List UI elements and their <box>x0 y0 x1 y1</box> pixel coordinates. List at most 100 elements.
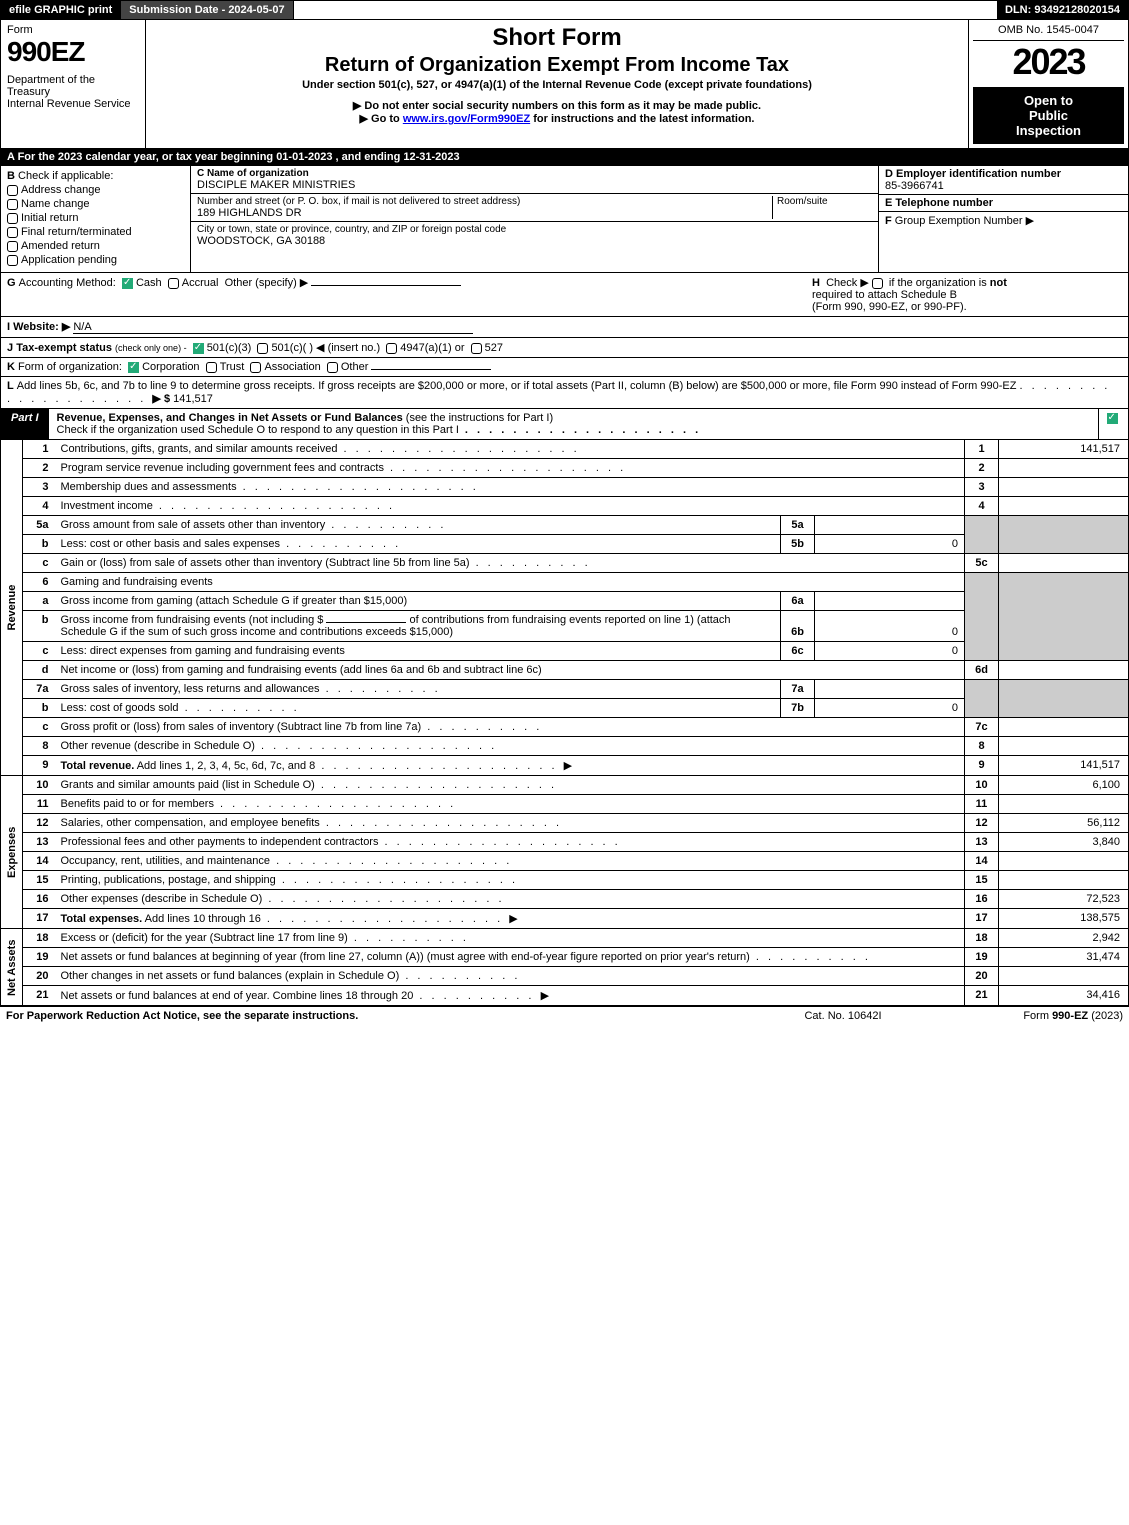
part1-title-text: Revenue, Expenses, and Changes in Net As… <box>57 412 403 424</box>
line-18-no: 18 <box>23 929 57 948</box>
blank-line <box>326 622 406 623</box>
section-l: L Add lines 5b, 6c, and 7b to line 9 to … <box>0 377 1129 409</box>
line-18-val: 2,942 <box>999 929 1129 948</box>
chk-assoc[interactable] <box>250 362 261 373</box>
h-text: if the organization is <box>886 277 990 289</box>
chk-amended-return[interactable]: Amended return <box>7 240 184 252</box>
chk-corp[interactable] <box>128 362 139 373</box>
checkbox-icon <box>7 227 18 238</box>
checkbox-icon <box>7 213 18 224</box>
chk-application-pending[interactable]: Application pending <box>7 254 184 266</box>
line-7b-desc: Less: cost of goods sold <box>61 702 300 714</box>
h-pre: Check ▶ <box>826 277 872 289</box>
line-18-num: 18 <box>965 929 999 948</box>
table-row: 5a Gross amount from sale of assets othe… <box>1 516 1129 535</box>
table-row: 17 Total expenses. Add lines 10 through … <box>1 909 1129 929</box>
line-2-no: 2 <box>23 459 57 478</box>
line-21-no: 21 <box>23 986 57 1006</box>
line-21-val: 34,416 <box>999 986 1129 1006</box>
i-letter: I <box>7 321 10 333</box>
gross-receipts-value: 141,517 <box>173 393 213 405</box>
part1-title: Revenue, Expenses, and Changes in Net As… <box>49 409 1098 439</box>
line-18-desc: Excess or (deficit) for the year (Subtra… <box>61 932 469 944</box>
chk-4947[interactable] <box>386 343 397 354</box>
topbar-spacer <box>294 1 997 19</box>
line-15-no: 15 <box>23 871 57 890</box>
section-g: G Accounting Method: Cash Accrual Other … <box>7 276 812 313</box>
line-10-num: 10 <box>965 776 999 795</box>
street-value: 189 HIGHLANDS DR <box>197 207 772 219</box>
line-15-desc: Printing, publications, postage, and shi… <box>61 874 519 886</box>
line-5c-no: c <box>23 554 57 573</box>
cash-label: Cash <box>136 277 162 289</box>
opt-trust: Trust <box>220 361 245 373</box>
line-7b-subval: 0 <box>815 699 965 718</box>
page-footer: For Paperwork Reduction Act Notice, see … <box>0 1006 1129 1025</box>
line-5c-num: 5c <box>965 554 999 573</box>
chk-cash[interactable] <box>122 278 133 289</box>
line-4-val <box>999 497 1129 516</box>
chk-501c[interactable] <box>257 343 268 354</box>
submission-date: Submission Date - 2024-05-07 <box>121 1 293 19</box>
c-label: C Name of organization <box>197 168 309 179</box>
line-19-desc: Net assets or fund balances at beginning… <box>61 951 871 963</box>
other-specify-line <box>311 285 461 286</box>
line-20-num: 20 <box>965 967 999 986</box>
header-left: Form 990EZ Department of the Treasury In… <box>1 20 146 148</box>
other-label: Other (specify) ▶ <box>225 277 309 289</box>
line-6c-no: c <box>23 642 57 661</box>
section-i: I Website: ▶ N/A <box>0 317 1129 338</box>
chk-501c3[interactable] <box>193 343 204 354</box>
line-6b-no: b <box>23 611 57 642</box>
line-5a-sublabel: 5a <box>781 516 815 535</box>
chk-final-return[interactable]: Final return/terminated <box>7 226 184 238</box>
part1-check[interactable] <box>1098 409 1128 439</box>
l-text: Add lines 5b, 6c, and 7b to line 9 to de… <box>17 380 1017 392</box>
d-label: D Employer identification number <box>885 168 1061 180</box>
part1-header: Part I Revenue, Expenses, and Changes in… <box>0 409 1129 440</box>
irs-link[interactable]: www.irs.gov/Form990EZ <box>403 113 530 125</box>
line-7a-subval <box>815 680 965 699</box>
checkbox-icon <box>7 255 18 266</box>
line-2-num: 2 <box>965 459 999 478</box>
table-row: b Gross income from fundraising events (… <box>1 611 1129 642</box>
chk-other[interactable] <box>327 362 338 373</box>
table-row: 21 Net assets or fund balances at end of… <box>1 986 1129 1006</box>
chk-address-change[interactable]: Address change <box>7 184 184 196</box>
chk-h[interactable] <box>872 278 883 289</box>
table-row: b Less: cost of goods sold 7b 0 <box>1 699 1129 718</box>
b-label: Check if applicable: <box>18 170 113 182</box>
chk-trust[interactable] <box>206 362 217 373</box>
efile-print-label: efile GRAPHIC print <box>1 1 121 19</box>
checkbox-icon <box>7 241 18 252</box>
dln-label: DLN: 93492128020154 <box>997 1 1128 19</box>
section-h: H Check ▶ if the organization is not req… <box>812 276 1122 313</box>
line-16-num: 16 <box>965 890 999 909</box>
line-6d-no: d <box>23 661 57 680</box>
line-8-no: 8 <box>23 737 57 756</box>
chk-accrual[interactable] <box>168 278 179 289</box>
line-8-num: 8 <box>965 737 999 756</box>
line-21-num: 21 <box>965 986 999 1006</box>
header-center: Short Form Return of Organization Exempt… <box>146 20 968 148</box>
h-letter: H <box>812 277 820 289</box>
j-letter: J <box>7 342 13 354</box>
table-row: a Gross income from gaming (attach Sched… <box>1 592 1129 611</box>
line-a-tax-year: A For the 2023 calendar year, or tax yea… <box>0 149 1129 166</box>
line-20-desc: Other changes in net assets or fund bala… <box>61 970 521 982</box>
header-right: OMB No. 1545-0047 2023 Open to Public In… <box>968 20 1128 148</box>
line-9-num: 9 <box>965 756 999 776</box>
chk-527[interactable] <box>471 343 482 354</box>
line-6d-val <box>999 661 1129 680</box>
footer-left: For Paperwork Reduction Act Notice, see … <box>6 1010 743 1022</box>
line-3-val <box>999 478 1129 497</box>
chk-initial-return[interactable]: Initial return <box>7 212 184 224</box>
top-bar: efile GRAPHIC print Submission Date - 20… <box>0 0 1129 20</box>
table-row: 2 Program service revenue including gove… <box>1 459 1129 478</box>
line-5b-sublabel: 5b <box>781 535 815 554</box>
revenue-sidelabel: Revenue <box>1 440 23 776</box>
ein-value: 85-3966741 <box>885 180 1122 192</box>
chk-name-change[interactable]: Name change <box>7 198 184 210</box>
shaded-cell <box>999 573 1129 661</box>
instr-goto-pre: ▶ Go to <box>360 113 403 125</box>
